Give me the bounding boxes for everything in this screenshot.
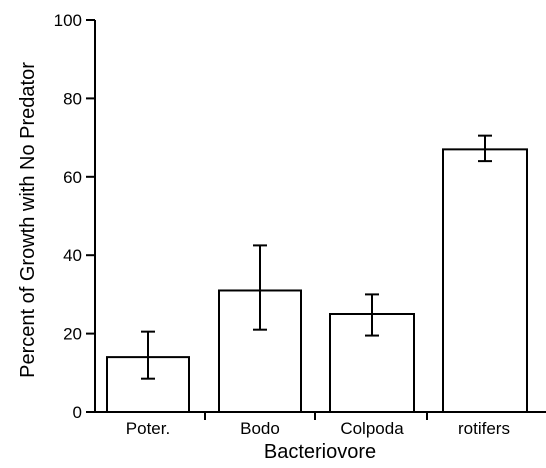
x-tick-label: Poter. bbox=[126, 419, 170, 438]
y-tick-label: 40 bbox=[63, 246, 82, 265]
y-ticks: 0 20 40 60 80 100 bbox=[54, 11, 95, 422]
y-axis-title: Percent of Growth with No Predator bbox=[17, 62, 39, 378]
bar bbox=[442, 148, 528, 414]
plot-area bbox=[106, 134, 528, 414]
x-axis-title: Bacteriovore bbox=[264, 441, 376, 463]
y-tick-label: 100 bbox=[54, 11, 82, 30]
y-tick-label: 60 bbox=[63, 168, 82, 187]
x-tick-label: Bodo bbox=[240, 419, 280, 438]
x-tick-label: Colpoda bbox=[340, 419, 404, 438]
x-tick-label: rotifers bbox=[458, 419, 510, 438]
y-tick-label: 0 bbox=[73, 403, 82, 422]
y-tick-label: 80 bbox=[63, 89, 82, 108]
y-tick-label: 20 bbox=[63, 325, 82, 344]
x-ticks: Poter. Bodo Colpoda rotifers bbox=[126, 412, 510, 438]
